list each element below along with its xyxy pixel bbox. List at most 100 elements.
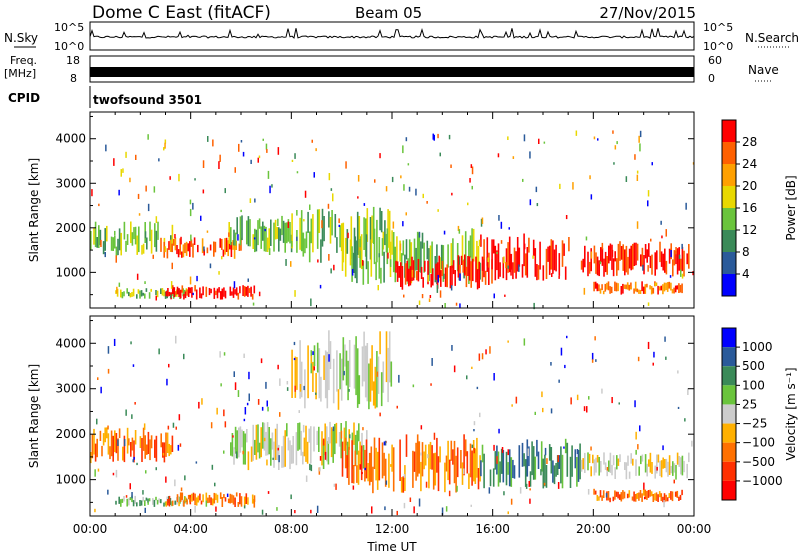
data-cell bbox=[631, 496, 634, 501]
data-cell bbox=[639, 425, 641, 432]
data-cell bbox=[213, 241, 215, 257]
data-cell bbox=[491, 239, 493, 270]
data-cell bbox=[485, 349, 487, 355]
data-cell bbox=[431, 241, 433, 283]
data-cell bbox=[422, 277, 424, 288]
data-cell bbox=[607, 281, 610, 291]
data-cell bbox=[678, 254, 681, 259]
data-cell bbox=[207, 497, 209, 504]
colorbar-swatch bbox=[722, 442, 736, 462]
data-cell bbox=[329, 421, 331, 444]
data-cell bbox=[369, 358, 372, 402]
data-cell bbox=[253, 499, 256, 508]
freq-unit: [MHz] bbox=[4, 67, 36, 80]
data-cell bbox=[608, 460, 610, 472]
data-cell bbox=[310, 355, 312, 364]
data-cell bbox=[529, 488, 531, 491]
data-cell bbox=[588, 453, 591, 463]
data-cell bbox=[141, 438, 143, 462]
data-cell bbox=[131, 495, 133, 503]
data-cell bbox=[287, 221, 290, 228]
data-cell bbox=[408, 239, 411, 283]
data-cell bbox=[170, 281, 173, 289]
data-cell bbox=[263, 422, 266, 451]
data-cell bbox=[358, 375, 361, 405]
colorbar-tick-label: −1000 bbox=[742, 474, 783, 488]
data-cell bbox=[650, 491, 653, 497]
data-cell bbox=[553, 465, 556, 485]
data-cell bbox=[399, 243, 402, 251]
data-cell bbox=[563, 446, 565, 449]
data-cell bbox=[479, 262, 481, 280]
data-cell bbox=[307, 211, 309, 233]
data-cell bbox=[224, 188, 226, 194]
data-cell bbox=[408, 268, 410, 287]
data-cell bbox=[277, 218, 279, 226]
data-cell bbox=[254, 228, 256, 253]
data-cell bbox=[218, 161, 220, 169]
data-cell bbox=[144, 293, 146, 299]
data-cell bbox=[507, 340, 509, 343]
data-cell bbox=[678, 283, 680, 293]
data-cell bbox=[686, 463, 688, 479]
x-tick-label: 20:00 bbox=[576, 522, 611, 536]
data-cell bbox=[418, 231, 421, 238]
data-cell bbox=[439, 152, 441, 157]
data-cell bbox=[469, 443, 472, 478]
data-cell bbox=[359, 464, 361, 470]
data-cell bbox=[110, 430, 113, 457]
data-cell bbox=[229, 493, 232, 504]
data-cell bbox=[118, 496, 120, 504]
data-cell bbox=[680, 258, 682, 272]
data-cell bbox=[294, 510, 296, 514]
data-cell bbox=[593, 136, 596, 140]
data-cell bbox=[617, 491, 619, 499]
data-cell bbox=[675, 250, 677, 265]
data-cell bbox=[264, 228, 266, 232]
data-cell bbox=[346, 229, 349, 254]
data-cell bbox=[279, 412, 281, 417]
data-cell bbox=[328, 173, 331, 181]
data-cell bbox=[306, 441, 309, 464]
data-cell bbox=[620, 286, 623, 295]
data-cell bbox=[423, 451, 425, 470]
data-cell bbox=[303, 437, 306, 457]
data-cell bbox=[243, 286, 246, 297]
data-cell bbox=[625, 245, 628, 273]
data-cell bbox=[230, 227, 232, 246]
data-cell bbox=[654, 465, 656, 479]
data-cell bbox=[497, 153, 500, 158]
data-cell bbox=[656, 250, 658, 270]
y-tick-label: 2000 bbox=[55, 427, 86, 441]
data-cell bbox=[220, 383, 222, 387]
data-cell bbox=[579, 443, 581, 480]
data-cell bbox=[403, 184, 405, 191]
data-cell bbox=[142, 292, 144, 296]
data-cell bbox=[464, 254, 466, 276]
data-cell bbox=[422, 193, 424, 199]
data-cell bbox=[668, 493, 671, 498]
data-cell bbox=[328, 254, 330, 261]
data-cell bbox=[612, 130, 614, 134]
data-cell bbox=[294, 290, 296, 297]
data-cell bbox=[403, 474, 406, 478]
data-cell bbox=[472, 258, 474, 282]
data-cell bbox=[593, 281, 595, 292]
data-cell bbox=[681, 283, 683, 294]
colorbar-swatch bbox=[722, 461, 736, 481]
data-cell bbox=[533, 454, 535, 459]
data-cell bbox=[384, 220, 386, 246]
data-cell bbox=[650, 286, 653, 295]
data-cell bbox=[423, 242, 425, 273]
data-cell bbox=[260, 226, 262, 249]
data-cell bbox=[238, 243, 241, 251]
scatter-region bbox=[341, 434, 481, 494]
data-cell bbox=[533, 302, 535, 310]
data-cell bbox=[571, 445, 573, 477]
data-cell bbox=[178, 414, 181, 421]
data-cell bbox=[352, 485, 355, 490]
data-cell bbox=[163, 147, 165, 151]
data-cell bbox=[373, 228, 376, 265]
data-cell bbox=[145, 185, 147, 192]
data-cell bbox=[166, 248, 169, 259]
